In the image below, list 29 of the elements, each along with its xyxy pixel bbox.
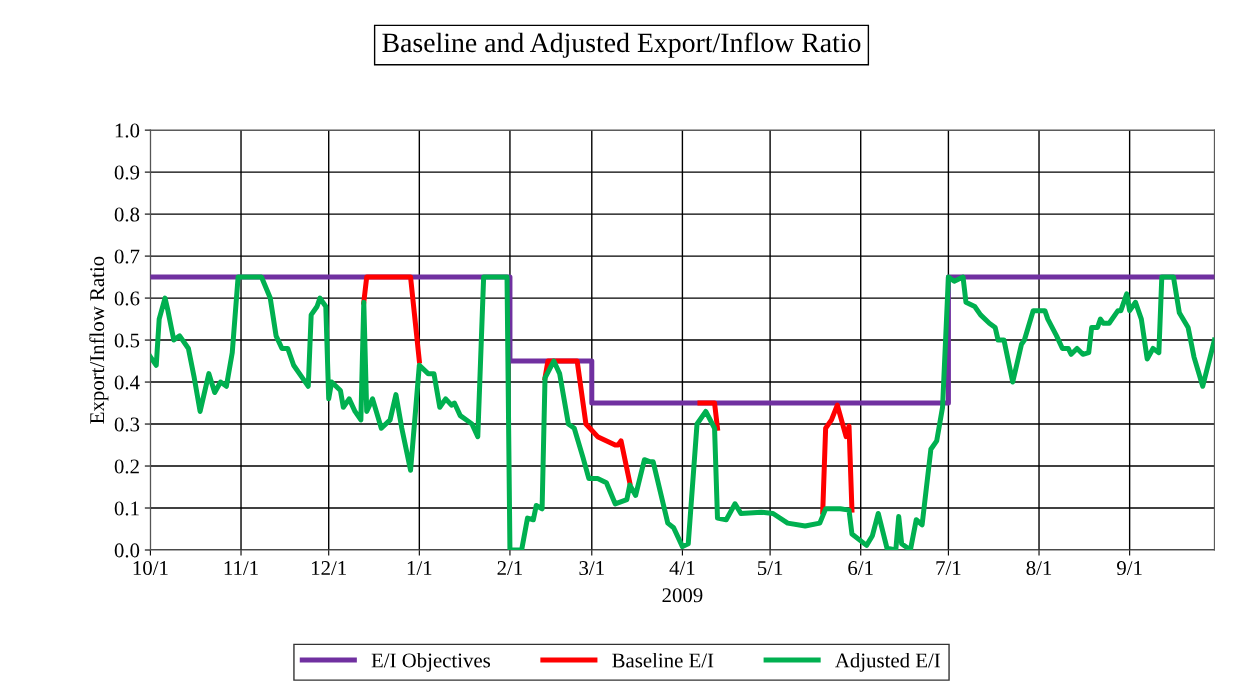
x-tick-label: 4/1: [669, 561, 695, 576]
y-tick-label: 0.5: [114, 333, 140, 348]
x-tick-label: 5/1: [758, 561, 783, 576]
x-tick-label: 11/1: [224, 561, 258, 576]
x-tick-label: 9/1: [1117, 561, 1142, 576]
x-tick-label: 1/1: [407, 561, 432, 576]
y-tick-label: 0.3: [114, 417, 140, 432]
y-tick-label: 0.4: [114, 375, 140, 390]
legend-label: Adjusted E/I: [835, 652, 940, 672]
x-tick-label: 2/1: [497, 561, 523, 576]
x-tick-label: 10/1: [133, 561, 168, 576]
legend-label: Baseline E/I: [612, 652, 714, 668]
y-tick-label: 0.7: [114, 249, 140, 264]
y-tick-label: 0.8: [114, 207, 140, 222]
y-tick-label: 0.9: [114, 165, 140, 180]
y-tick-label: 0.0: [114, 543, 140, 558]
chart-title: Baseline and Adjusted Export/Inflow Ratio: [382, 32, 861, 58]
legend-label: E/I Objectives: [371, 652, 491, 672]
y-tick-label: 0.1: [114, 501, 139, 516]
y-tick-label: 1.0: [115, 123, 140, 138]
x-tick-label: 8/1: [1026, 561, 1052, 576]
x-tick-label: 7/1: [936, 561, 961, 576]
x-tick-label: 3/1: [579, 561, 604, 576]
y-tick-label: 0.6: [114, 291, 140, 306]
y-tick-label: 0.2: [114, 459, 139, 474]
y-axis-title: Export/Inflow Ratio: [89, 256, 109, 424]
x-tick-label: 12/1: [312, 561, 346, 576]
x-axis-title: 2009: [662, 588, 703, 603]
x-tick-label: 6/1: [848, 561, 873, 576]
